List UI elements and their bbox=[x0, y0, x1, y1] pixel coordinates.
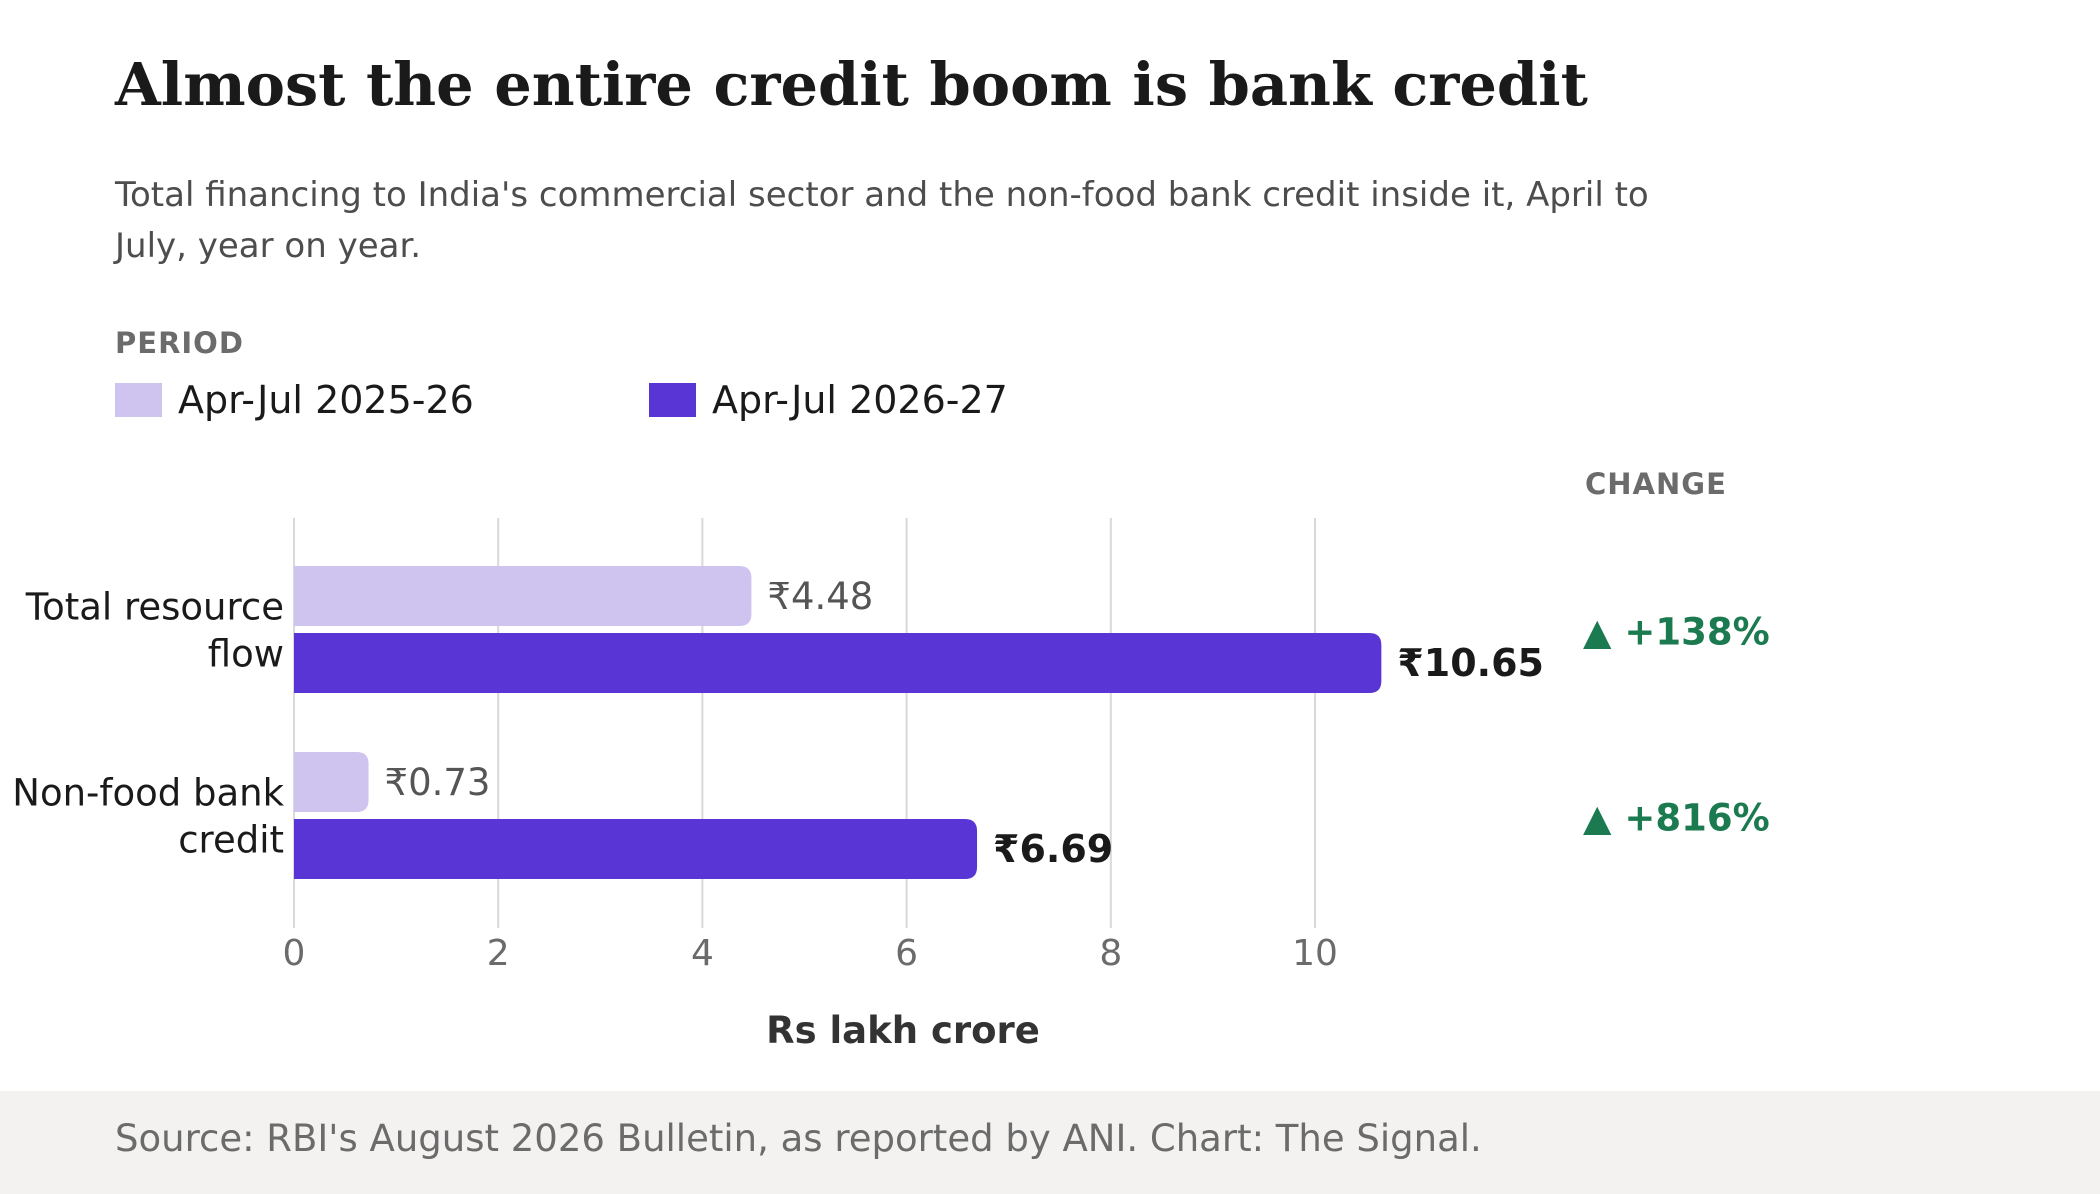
legend-swatch-2026-27 bbox=[649, 383, 696, 417]
bar-1-series-1 bbox=[294, 819, 978, 879]
change-value-1: ▲ +816% bbox=[1583, 797, 1770, 840]
legend-label-2026-27: Apr-Jul 2026-27 bbox=[712, 378, 1008, 422]
data-label-0-series-1: ₹10.65 bbox=[1397, 641, 1544, 685]
legend-label-2025-26: Apr-Jul 2025-26 bbox=[178, 378, 474, 422]
legend-item-2026-27: Apr-Jul 2026-27 bbox=[649, 378, 1008, 422]
x-tick-label-0: 0 bbox=[283, 933, 306, 974]
legend-swatch-2025-26 bbox=[115, 383, 162, 417]
source-note: Source: RBI's August 2026 Bulletin, as r… bbox=[115, 1117, 1482, 1160]
footer: Source: RBI's August 2026 Bulletin, as r… bbox=[0, 1091, 2100, 1194]
x-axis-label: Rs lakh crore bbox=[766, 1009, 1040, 1052]
bar-1-series-0 bbox=[294, 752, 369, 812]
x-tick-label-2: 2 bbox=[487, 933, 510, 974]
bar-0-series-1 bbox=[294, 633, 1382, 693]
category-label-1-line-0: Non-food bank bbox=[12, 772, 284, 815]
change-header: CHANGE bbox=[1585, 467, 1727, 501]
data-label-0-series-0: ₹4.48 bbox=[767, 575, 873, 618]
legend-item-2025-26: Apr-Jul 2025-26 bbox=[115, 378, 474, 422]
category-label-0-line-1: flow bbox=[208, 633, 284, 676]
x-tick-label-4: 4 bbox=[691, 933, 714, 974]
bar-0-series-0 bbox=[294, 566, 752, 626]
category-label-0-line-0: Total resource bbox=[25, 586, 284, 629]
x-tick-label-10: 10 bbox=[1292, 933, 1338, 974]
data-label-1-series-0: ₹0.73 bbox=[385, 761, 491, 804]
chart-subtitle: Total financing to India's commercial se… bbox=[115, 175, 1649, 266]
chart-title: Almost the entire credit boom is bank cr… bbox=[115, 50, 1588, 119]
change-value-0: ▲ +138% bbox=[1583, 611, 1770, 654]
bar-chart: 0 2 4 6 8 10 Rs lakh crore CHANGE Total resource… bbox=[12, 467, 1770, 1052]
category-label-1-line-1: credit bbox=[178, 819, 284, 862]
data-label-1-series-1: ₹6.69 bbox=[993, 827, 1113, 871]
x-tick-label-8: 8 bbox=[1099, 933, 1122, 974]
legend-title: PERIOD bbox=[115, 326, 244, 360]
x-tick-label-6: 6 bbox=[895, 933, 918, 974]
